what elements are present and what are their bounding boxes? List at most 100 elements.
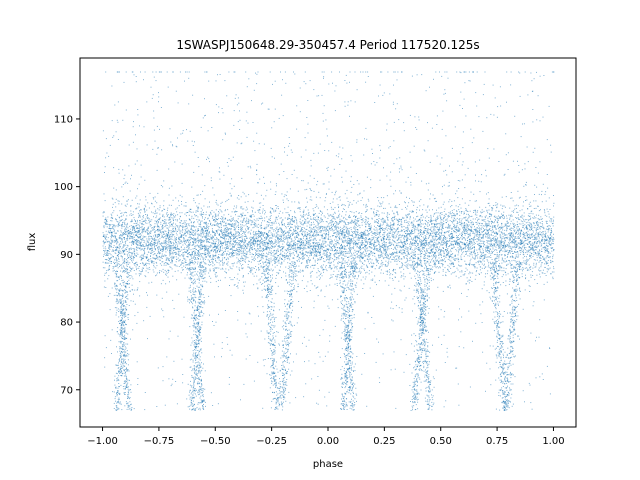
data-point <box>403 252 404 254</box>
data-point <box>547 228 549 230</box>
data-point <box>155 212 157 214</box>
data-point <box>435 212 437 214</box>
data-point <box>472 247 474 249</box>
data-point <box>361 268 363 269</box>
data-point <box>425 209 427 211</box>
data-point <box>365 221 367 223</box>
data-point <box>439 225 441 227</box>
data-point <box>477 222 479 224</box>
data-point <box>281 222 282 224</box>
data-point <box>281 234 283 236</box>
data-point <box>286 257 288 259</box>
data-point <box>180 236 182 238</box>
data-point <box>308 257 310 259</box>
data-point <box>509 278 511 280</box>
data-point <box>442 224 444 225</box>
data-point <box>184 231 186 233</box>
data-point <box>146 254 148 256</box>
data-point <box>161 226 163 228</box>
data-point <box>449 224 451 226</box>
data-point <box>249 248 251 250</box>
data-point <box>488 292 490 294</box>
data-point <box>287 217 289 219</box>
data-point <box>377 225 378 226</box>
data-point <box>154 237 156 239</box>
data-point <box>451 210 453 212</box>
data-point <box>328 259 330 261</box>
data-point <box>307 246 309 248</box>
data-point <box>226 263 228 265</box>
data-point <box>109 265 111 266</box>
data-point <box>401 218 402 220</box>
data-point <box>465 243 467 245</box>
data-point <box>337 204 339 206</box>
data-point <box>207 255 209 257</box>
data-point <box>205 211 207 213</box>
data-point <box>224 270 226 272</box>
data-point <box>395 206 397 208</box>
data-point <box>199 244 201 246</box>
data-point <box>171 261 173 263</box>
data-point <box>110 217 112 219</box>
data-point <box>218 262 220 264</box>
data-point <box>433 230 435 232</box>
data-point <box>485 247 487 249</box>
data-point <box>320 245 322 247</box>
data-point <box>509 280 511 282</box>
data-point <box>469 247 471 249</box>
data-point <box>326 226 328 228</box>
data-point <box>342 228 344 230</box>
data-point <box>257 236 259 238</box>
data-point <box>370 241 372 243</box>
data-point <box>179 212 181 214</box>
data-point <box>141 244 143 246</box>
data-point <box>462 252 464 254</box>
data-point <box>358 220 360 221</box>
data-point <box>339 226 341 228</box>
data-point <box>197 263 198 265</box>
data-point <box>103 225 104 227</box>
data-point <box>451 247 453 249</box>
data-point <box>225 234 227 236</box>
data-point <box>210 237 212 239</box>
data-point <box>134 254 136 256</box>
data-point <box>413 226 414 228</box>
data-point <box>306 285 308 287</box>
data-point <box>136 261 138 263</box>
data-point <box>506 220 508 222</box>
data-point <box>451 217 453 219</box>
data-point <box>468 225 469 227</box>
data-point <box>404 251 405 253</box>
data-point <box>124 222 126 224</box>
data-point <box>470 219 472 221</box>
data-point <box>510 246 512 248</box>
data-point <box>539 227 540 229</box>
data-point <box>530 212 532 214</box>
data-point <box>154 240 156 242</box>
data-point <box>337 223 339 225</box>
data-point <box>291 226 293 228</box>
data-point <box>360 233 362 235</box>
data-point <box>239 270 241 271</box>
data-point <box>382 263 384 265</box>
data-point <box>392 256 394 258</box>
data-point <box>351 234 353 236</box>
data-point <box>138 237 140 239</box>
data-point <box>537 234 539 236</box>
data-point <box>204 273 206 275</box>
data-point <box>428 232 430 234</box>
data-point <box>450 273 452 275</box>
data-point <box>548 227 550 229</box>
data-point <box>383 250 385 252</box>
data-point <box>278 242 280 244</box>
data-point <box>431 245 433 247</box>
data-point <box>225 240 226 242</box>
data-point <box>504 216 505 218</box>
data-point <box>380 238 382 240</box>
data-point <box>374 220 376 222</box>
data-point <box>247 218 249 220</box>
data-point <box>353 216 355 217</box>
data-point <box>263 244 265 246</box>
data-point <box>237 287 239 289</box>
data-point <box>143 227 145 229</box>
